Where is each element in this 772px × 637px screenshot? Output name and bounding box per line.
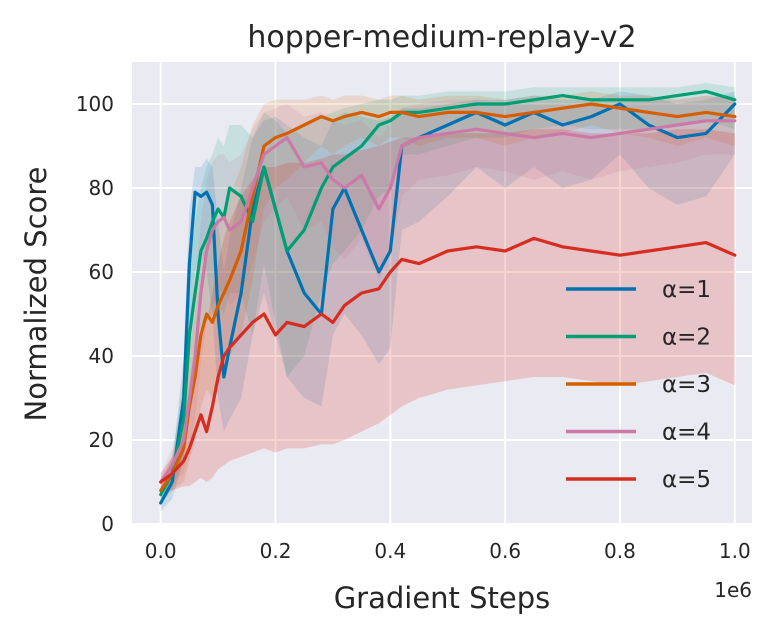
x-tick-label: 0.2 (260, 539, 292, 563)
series-line-4 (159, 119, 737, 484)
series-band-4 (160, 95, 735, 491)
legend-label-4: α=4 (662, 420, 711, 446)
series-band-5 (160, 129, 735, 491)
series-line-1 (159, 102, 737, 505)
x-tick-labels: 0.0 0.2 0.4 0.6 0.8 1.0 (145, 539, 751, 563)
series-band-2 (160, 83, 735, 503)
legend-label-3: α=3 (662, 372, 711, 398)
x-tick-label: 0.8 (604, 539, 636, 563)
plot-background (132, 62, 752, 524)
x-tick-label: 1.0 (719, 539, 751, 563)
legend-label-1: α=1 (662, 277, 711, 303)
series-line-2 (159, 89, 737, 497)
legend-label-5: α=5 (662, 467, 711, 493)
y-axis-label: Normalized Score (19, 167, 53, 422)
y-tick-label: 100 (76, 92, 114, 116)
y-tick-labels: 0 20 40 60 80 100 (76, 92, 114, 536)
legend-label-2: α=2 (662, 325, 711, 351)
series-line-5 (159, 236, 737, 484)
x-axis-label: Gradient Steps (334, 581, 551, 615)
series-band-1 (160, 91, 735, 512)
y-tick-label: 80 (89, 176, 114, 200)
y-tick-label: 0 (101, 512, 114, 536)
series-line-3 (159, 102, 737, 492)
series-lines (159, 89, 737, 505)
chart-title: hopper-medium-replay-v2 (247, 20, 636, 55)
y-tick-label: 40 (89, 344, 114, 368)
x-tick-label: 0.0 (145, 539, 177, 563)
x-scale-label: 1e6 (714, 578, 752, 602)
y-tick-label: 20 (89, 428, 114, 452)
series-band-3 (160, 91, 735, 499)
x-tick-label: 0.6 (489, 539, 521, 563)
x-tick-label: 0.4 (374, 539, 406, 563)
legend: α=1 α=2 α=3 α=4 α=5 (566, 277, 711, 493)
y-tick-label: 60 (89, 260, 114, 284)
grid (132, 62, 752, 525)
confidence-bands (160, 83, 735, 512)
